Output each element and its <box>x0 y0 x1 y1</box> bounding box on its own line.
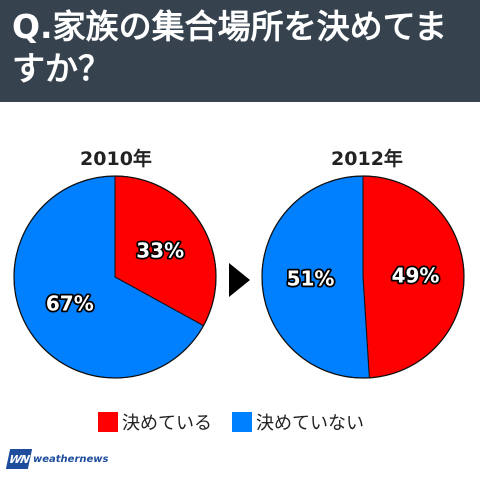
pie-1-label-1: 51% <box>287 267 335 291</box>
pie-0-label-1: 67% <box>46 292 94 316</box>
chart-title-2010: 2010年 <box>80 148 152 170</box>
pie-0-outline <box>13 175 217 379</box>
legend-label-not-decided: 決めていない <box>256 413 364 434</box>
legend: 決めている 決めていない <box>98 408 384 436</box>
logo-text: weathernews <box>33 453 109 465</box>
pie-1-label-0: 49% <box>392 263 440 287</box>
legend-swatch-decided <box>98 412 118 432</box>
page-title: Q.家族の集合場所を決めてますか？ <box>12 7 447 88</box>
legend-swatch-not-decided <box>232 412 252 432</box>
weathernews-logo: WN weathernews <box>5 446 109 472</box>
pie-1-outline <box>261 175 465 379</box>
pie-0-label-0: 33% <box>136 238 184 262</box>
chart-title-2012: 2012年 <box>331 148 403 170</box>
logo-mark: WN <box>5 449 33 469</box>
header-bar: Q.家族の集合場所を決めてますか？ <box>0 0 480 102</box>
legend-label-decided: 決めている <box>122 413 212 434</box>
legend-item-not-decided: 決めていない <box>232 409 364 435</box>
legend-item-decided: 決めている <box>98 409 212 435</box>
play-triangle-icon <box>229 263 250 297</box>
